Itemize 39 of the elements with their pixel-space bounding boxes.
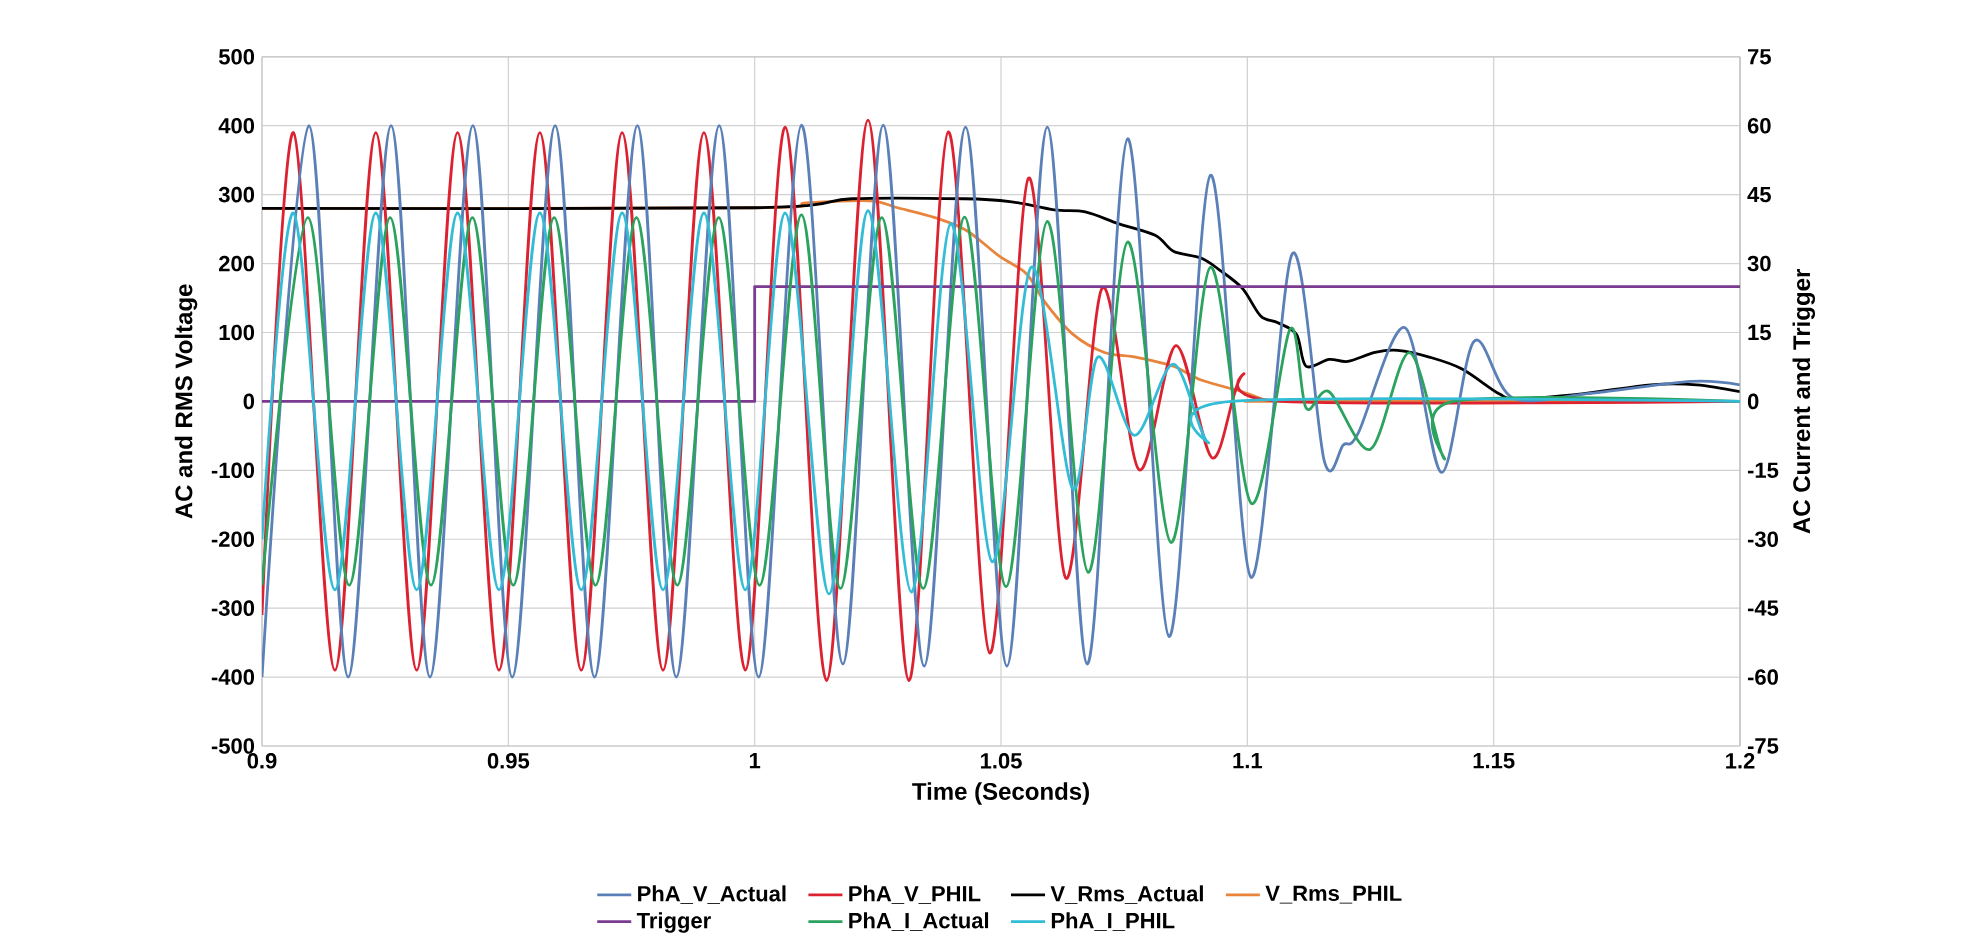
x-tick-label: 1.2 <box>1726 753 1755 769</box>
legend-label: PhA_V_Actual <box>638 885 786 904</box>
x-axis-title: Time (Seconds) <box>912 782 1089 805</box>
legend-label: V_Rms_Actual <box>1050 885 1203 904</box>
y2-tick-label: 60 <box>1747 117 1771 134</box>
y2-tick-label: -75 <box>1747 738 1779 754</box>
y-tick-label: 200 <box>219 255 255 272</box>
legend-label: PhA_I_PHIL <box>1051 912 1175 931</box>
y2-axis-title: AC Current and Trigger <box>1792 269 1816 534</box>
y-tick-label: 400 <box>218 117 255 134</box>
legend-label: V_Rms_PHIL <box>1265 885 1402 904</box>
x-tick-label: 0.9 <box>247 753 277 769</box>
x-tick-label: 0.95 <box>487 753 530 769</box>
y2-tick-label: -15 <box>1747 462 1779 478</box>
y-tick-label: -200 <box>211 531 255 548</box>
y2-tick-label: 0 <box>1747 393 1759 410</box>
y-tick-label: 500 <box>218 49 255 65</box>
y2-tick-label: 30 <box>1747 255 1771 272</box>
y-tick-label: -400 <box>211 669 255 685</box>
y2-tick-label: -30 <box>1747 531 1778 548</box>
x-tick-label: 1.1 <box>1233 753 1263 769</box>
x-tick-label: 1.15 <box>1473 753 1515 769</box>
y2-tick-label: 15 <box>1748 324 1771 341</box>
y-tick-label: 100 <box>219 324 255 341</box>
legend-label: PhA_I_Actual <box>849 912 989 931</box>
y2-tick-label: -60 <box>1747 669 1778 685</box>
y2-tick-label: 75 <box>1748 49 1771 65</box>
y-tick-label: -100 <box>211 462 255 479</box>
y2-tick-label: 45 <box>1747 186 1771 203</box>
legend-label: Trigger <box>636 912 711 933</box>
y2-tick-label: -45 <box>1747 600 1779 616</box>
y-tick-label: 300 <box>218 186 255 203</box>
y-axis-title: AC and RMS Voltage <box>174 284 198 519</box>
x-tick-label: 1 <box>749 753 761 769</box>
y-tick-label: -300 <box>211 600 255 616</box>
y-tick-label: 0 <box>243 393 255 410</box>
x-tick-label: 1.05 <box>980 753 1022 769</box>
legend-label: PhA_V_PHIL <box>849 885 981 904</box>
y-tick-label: -500 <box>211 738 255 754</box>
